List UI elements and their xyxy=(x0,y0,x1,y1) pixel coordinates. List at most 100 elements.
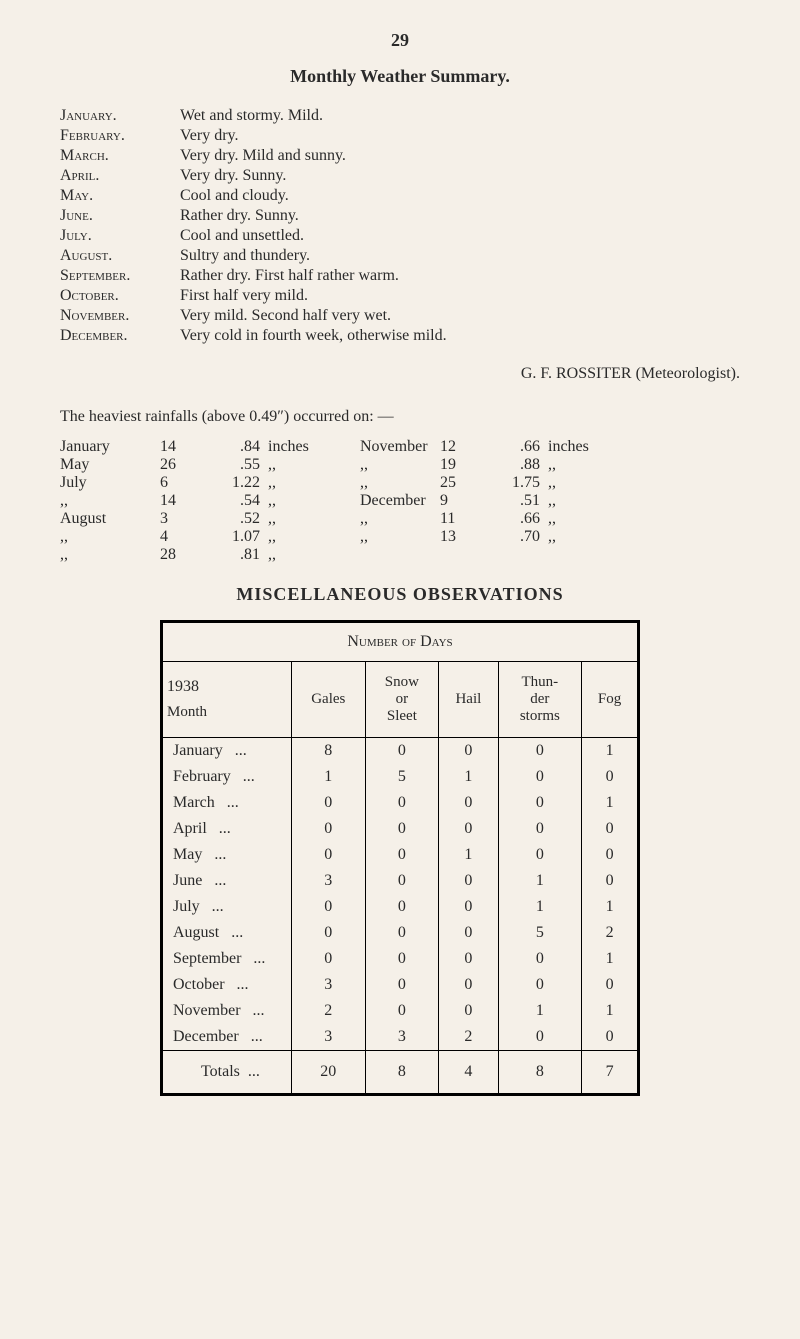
summary-row: October.First half very mild. xyxy=(60,287,740,305)
rainfall-cell: ,, xyxy=(260,456,330,474)
month-label: March. xyxy=(60,147,180,165)
obs-header: Number of Days xyxy=(162,622,639,662)
rainfall-row: ,,28.81,, xyxy=(60,546,740,564)
rainfall-cell xyxy=(440,546,480,564)
obs-value-cell: 0 xyxy=(582,868,639,894)
rainfall-cell: 25 xyxy=(440,474,480,492)
obs-row: June ...30010 xyxy=(162,868,639,894)
summary-row: July.Cool and unsettled. xyxy=(60,227,740,245)
month-description: Very cold in fourth week, otherwise mild… xyxy=(180,327,740,345)
rainfall-cell: 4 xyxy=(160,528,200,546)
obs-value-cell: 0 xyxy=(498,816,582,842)
rainfall-cell xyxy=(540,546,610,564)
obs-value-cell: 2 xyxy=(439,1024,498,1051)
obs-value-cell: 0 xyxy=(498,790,582,816)
obs-row: January ...80001 xyxy=(162,738,639,765)
rainfall-cell: ,, xyxy=(540,528,610,546)
obs-month-cell: April ... xyxy=(162,816,292,842)
rainfall-cell: .52 xyxy=(200,510,260,528)
rainfall-cell: ,, xyxy=(540,510,610,528)
rainfall-cell: ,, xyxy=(60,492,160,510)
obs-value-cell: 0 xyxy=(292,946,366,972)
obs-value-cell: 5 xyxy=(498,920,582,946)
rainfall-row: January14.84inchesNovember12.66inches xyxy=(60,438,740,456)
obs-month-cell: October ... xyxy=(162,972,292,998)
rainfall-cell: 26 xyxy=(160,456,200,474)
obs-value-cell: 0 xyxy=(292,816,366,842)
rainfall-cell: ,, xyxy=(540,456,610,474)
rainfall-cell: 3 xyxy=(160,510,200,528)
obs-value-cell: 1 xyxy=(498,868,582,894)
col-snow: SnoworSleet xyxy=(365,662,439,738)
month-label: July. xyxy=(60,227,180,245)
month-description: Wet and stormy. Mild. xyxy=(180,107,740,125)
month-label: April. xyxy=(60,167,180,185)
obs-value-cell: 0 xyxy=(365,946,439,972)
obs-month-cell: February ... xyxy=(162,764,292,790)
rainfall-cell: August xyxy=(60,510,160,528)
summary-row: January.Wet and stormy. Mild. xyxy=(60,107,740,125)
month-label: September. xyxy=(60,267,180,285)
obs-row: October ...30000 xyxy=(162,972,639,998)
obs-value-cell: 0 xyxy=(365,998,439,1024)
obs-value-cell: 1 xyxy=(292,764,366,790)
obs-value-cell: 0 xyxy=(365,868,439,894)
rainfall-cell: ,, xyxy=(260,510,330,528)
obs-value-cell: 0 xyxy=(292,894,366,920)
month-label: August. xyxy=(60,247,180,265)
rainfall-cell: ,, xyxy=(260,492,330,510)
month-description: Rather dry. First half rather warm. xyxy=(180,267,740,285)
rainfall-cell: .84 xyxy=(200,438,260,456)
rainfall-cell: 12 xyxy=(440,438,480,456)
rainfall-cell: .66 xyxy=(480,438,540,456)
obs-month-cell: December ... xyxy=(162,1024,292,1051)
summary-row: November.Very mild. Second half very wet… xyxy=(60,307,740,325)
obs-row: April ...00000 xyxy=(162,816,639,842)
page-number: 29 xyxy=(60,30,740,51)
rainfall-cell xyxy=(480,546,540,564)
obs-value-cell: 0 xyxy=(292,920,366,946)
obs-value-cell: 0 xyxy=(582,842,639,868)
obs-value-cell: 0 xyxy=(439,790,498,816)
summary-row: August.Sultry and thundery. xyxy=(60,247,740,265)
year-month-header: 1938 Month xyxy=(162,662,292,738)
rainfall-row: May26.55,,,,19.88,, xyxy=(60,456,740,474)
rainfall-cell: 19 xyxy=(440,456,480,474)
obs-value-cell: 1 xyxy=(582,790,639,816)
obs-month-cell: May ... xyxy=(162,842,292,868)
obs-value-cell: 0 xyxy=(582,816,639,842)
rainfall-row: August3.52,,,,11.66,, xyxy=(60,510,740,528)
obs-value-cell: 1 xyxy=(498,998,582,1024)
obs-value-cell: 0 xyxy=(365,972,439,998)
obs-value-cell: 0 xyxy=(582,764,639,790)
obs-value-cell: 0 xyxy=(498,946,582,972)
rainfall-cell: 1.07 xyxy=(200,528,260,546)
summary-row: June.Rather dry. Sunny. xyxy=(60,207,740,225)
obs-value-cell: 2 xyxy=(292,998,366,1024)
month-description: Rather dry. Sunny. xyxy=(180,207,740,225)
month-description: Very dry. xyxy=(180,127,740,145)
obs-value-cell: 0 xyxy=(439,998,498,1024)
month-description: First half very mild. xyxy=(180,287,740,305)
obs-value-cell: 0 xyxy=(439,894,498,920)
obs-row: March ...00001 xyxy=(162,790,639,816)
obs-row: May ...00100 xyxy=(162,842,639,868)
obs-value-cell: 0 xyxy=(365,842,439,868)
rainfall-cell: ,, xyxy=(330,528,440,546)
rainfall-intro: The heaviest rainfalls (above 0.49″) occ… xyxy=(60,408,740,426)
month-description: Sultry and thundery. xyxy=(180,247,740,265)
month-label: October. xyxy=(60,287,180,305)
rainfall-cell: May xyxy=(60,456,160,474)
obs-value-cell: 0 xyxy=(292,790,366,816)
summary-row: April.Very dry. Sunny. xyxy=(60,167,740,185)
obs-month-cell: January ... xyxy=(162,738,292,765)
obs-value-cell: 0 xyxy=(498,972,582,998)
col-fog: Fog xyxy=(582,662,639,738)
summary-row: February.Very dry. xyxy=(60,127,740,145)
obs-value-cell: 1 xyxy=(498,894,582,920)
obs-row: August ...00052 xyxy=(162,920,639,946)
obs-value-cell: 1 xyxy=(582,738,639,765)
rainfall-cell: .81 xyxy=(200,546,260,564)
misc-observations-title: MISCELLANEOUS OBSERVATIONS xyxy=(60,584,740,605)
summary-row: September.Rather dry. First half rather … xyxy=(60,267,740,285)
